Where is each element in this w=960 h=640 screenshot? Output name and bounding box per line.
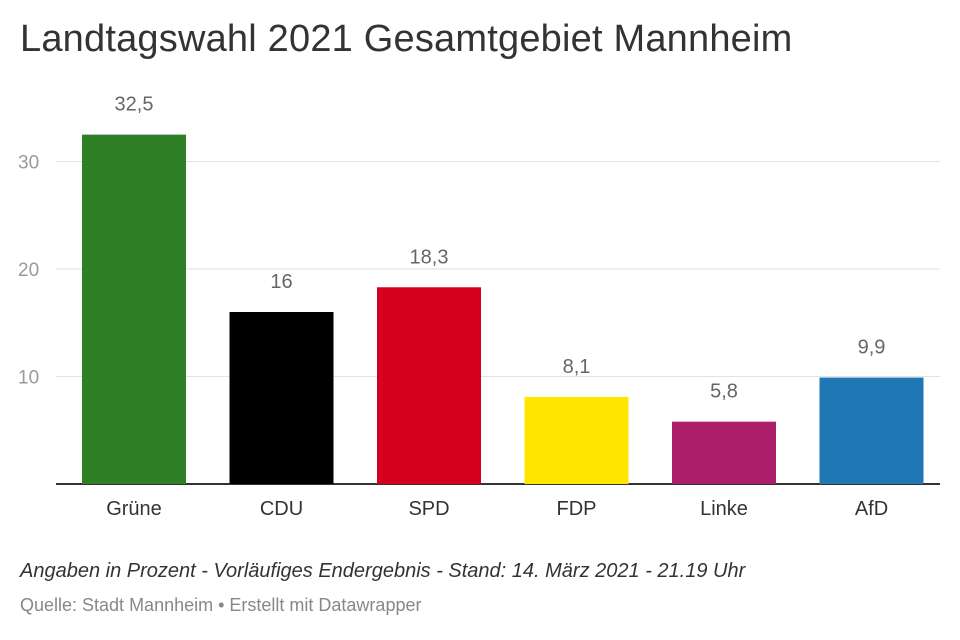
- bar-linke: [672, 421, 776, 484]
- category-label: FDP: [557, 498, 597, 520]
- bar-fdp: [524, 396, 629, 484]
- category-label: CDU: [260, 498, 303, 520]
- category-label: AfD: [855, 498, 888, 520]
- value-label: 16: [270, 271, 292, 293]
- value-label: 5,8: [710, 381, 738, 403]
- chart-title: Landtagswahl 2021 Gesamtgebiet Mannheim: [20, 18, 793, 60]
- gridlines: [56, 161, 940, 485]
- value-label: 9,9: [858, 337, 886, 359]
- bar-afd: [819, 377, 924, 484]
- category-label: Grüne: [106, 498, 162, 520]
- y-tick-label: 30: [18, 153, 39, 174]
- bars: [82, 134, 924, 484]
- category-label: SPD: [408, 498, 449, 520]
- chart-note: Angaben in Prozent - Vorläufiges Enderge…: [20, 560, 746, 582]
- labels: 10 20 30 32,5 Grüne 16 CDU 18,3 SPD 8,1 FDP 5,8 Link…: [18, 94, 888, 520]
- y-tick-label: 10: [18, 368, 39, 389]
- category-label: Linke: [700, 498, 748, 520]
- bar-spd: [377, 287, 481, 484]
- value-label: 18,3: [410, 246, 449, 268]
- chart-source: Quelle: Stadt Mannheim • Erstellt mit Da…: [20, 595, 422, 615]
- value-label: 32,5: [115, 94, 154, 116]
- bar-grüne: [82, 134, 186, 484]
- y-tick-label: 20: [18, 260, 39, 281]
- value-label: 8,1: [563, 356, 591, 378]
- bar-cdu: [229, 312, 334, 484]
